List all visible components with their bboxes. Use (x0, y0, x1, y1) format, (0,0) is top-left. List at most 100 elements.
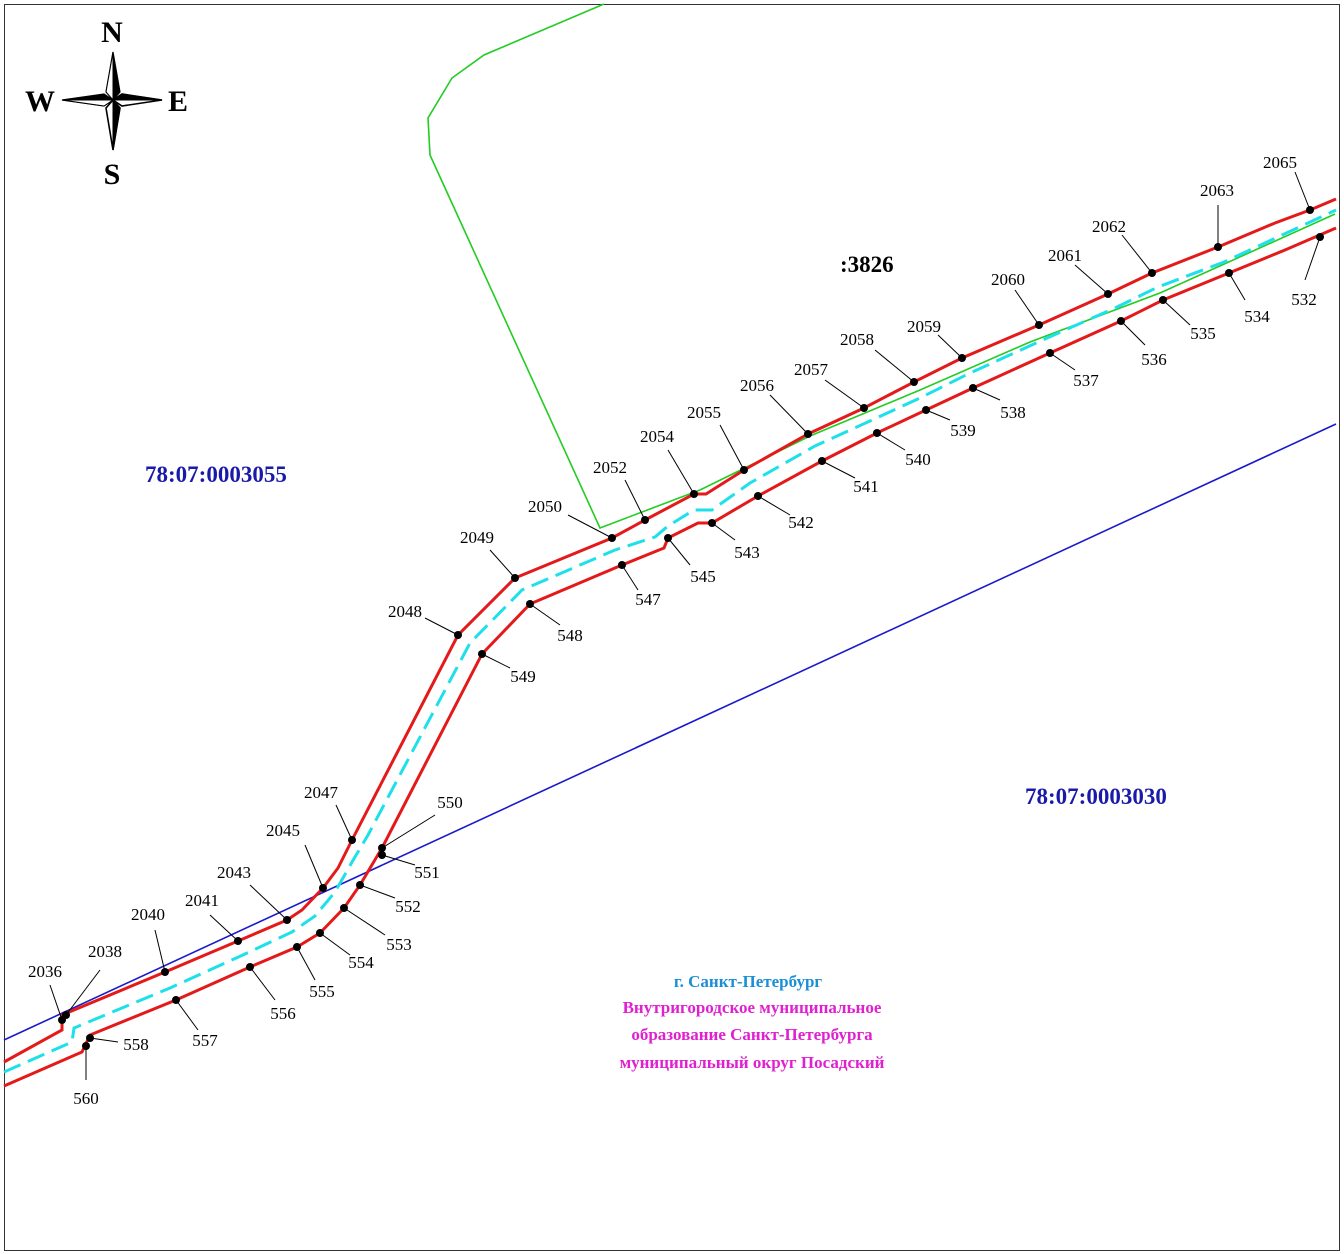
point-leader-534 (1228, 272, 1246, 301)
point-label-554: 554 (348, 953, 374, 972)
parcel-label-3826: :3826 (840, 252, 894, 277)
point-leader-2047 (335, 804, 353, 841)
compass-west-label: W (25, 85, 55, 118)
boundary-point-532 (1316, 233, 1324, 241)
point-leader-554 (319, 932, 351, 956)
boundary-point-549 (478, 650, 486, 658)
point-label-534: 534 (1244, 307, 1270, 326)
point-label-2036: 2036 (28, 962, 62, 981)
point-label-536: 536 (1141, 350, 1167, 369)
point-leader-541 (821, 460, 856, 479)
boundary-point-554 (316, 929, 324, 937)
point-label-551: 551 (414, 863, 440, 882)
point-label-2041: 2041 (185, 891, 219, 910)
boundary-point-543 (708, 519, 716, 527)
boundary-point-2048 (454, 631, 462, 639)
boundary-point-551 (378, 851, 386, 859)
point-label-535: 535 (1190, 324, 1216, 343)
point-label-558: 558 (123, 1035, 149, 1054)
point-leader-2048 (424, 617, 459, 636)
point-leader-2061 (1074, 264, 1109, 295)
boundary-point-2040 (161, 968, 169, 976)
point-leader-556 (249, 966, 276, 1001)
point-label-549: 549 (510, 667, 536, 686)
point-leader-2056 (769, 394, 809, 435)
axis-line-cyan (3, 208, 1337, 1074)
point-leader-540 (876, 432, 906, 451)
municipality-label-line3: муниципальный округ Посадский (620, 1053, 885, 1072)
boundary-point-541 (818, 457, 826, 465)
point-leader-555 (296, 946, 316, 981)
boundary-point-555 (293, 943, 301, 951)
point-label-2057: 2057 (794, 360, 829, 379)
boundary-point-550 (378, 844, 386, 852)
boundary-point-2058 (910, 378, 918, 386)
municipality-label-line1: Внутригородское муниципальное (623, 998, 882, 1017)
point-leader-2060 (1014, 289, 1040, 326)
point-leader-2036 (49, 984, 63, 1021)
point-label-537: 537 (1073, 371, 1099, 390)
point-leader-552 (359, 884, 396, 899)
compass-north-label: N (101, 16, 123, 49)
boundary-point-557 (172, 996, 180, 1004)
point-leader-2049 (489, 549, 516, 579)
point-label-556: 556 (270, 1004, 296, 1023)
point-leader-2054 (667, 449, 695, 495)
boundary-point-552 (356, 881, 364, 889)
point-label-2050: 2050 (528, 497, 562, 516)
compass-rose: N S W E (25, 16, 188, 191)
boundary-point-2060 (1035, 321, 1043, 329)
point-label-539: 539 (950, 421, 976, 440)
boundary-point-558 (86, 1034, 94, 1042)
point-leader-2045 (304, 844, 324, 889)
parcel-label-3030: 78:07:0003030 (1025, 784, 1167, 809)
point-label-2045: 2045 (266, 821, 300, 840)
red-boundary-lower (3, 226, 1337, 1088)
point-label-560: 560 (73, 1089, 99, 1108)
point-leader-2040 (154, 929, 166, 973)
point-leader-538 (972, 387, 1001, 401)
point-label-545: 545 (690, 567, 716, 586)
point-label-2056: 2056 (740, 376, 774, 395)
point-leader-545 (667, 537, 691, 566)
boundary-point-2045 (319, 884, 327, 892)
boundary-point-538 (969, 384, 977, 392)
boundary-point-2050 (608, 534, 616, 542)
point-label-550: 550 (437, 793, 463, 812)
boundary-point-2043 (283, 916, 291, 924)
boundary-point-2041 (234, 937, 242, 945)
point-label-2055: 2055 (687, 403, 721, 422)
boundary-point-2057 (860, 404, 868, 412)
point-label-2063: 2063 (1200, 181, 1234, 200)
point-label-2062: 2062 (1092, 217, 1126, 236)
point-label-2060: 2060 (991, 270, 1025, 289)
point-leader-2038 (65, 969, 101, 1016)
point-label-2061: 2061 (1048, 246, 1082, 265)
boundary-point-2049 (511, 574, 519, 582)
point-leader-2050 (567, 514, 613, 539)
point-leader-2058 (874, 349, 915, 383)
point-label-2065: 2065 (1263, 153, 1297, 172)
boundary-point-553 (340, 904, 348, 912)
point-leader-536 (1120, 320, 1146, 346)
point-label-542: 542 (788, 513, 814, 532)
boundary-point-2062 (1148, 269, 1156, 277)
boundary-point-2063 (1214, 243, 1222, 251)
point-leader-551 (381, 854, 416, 866)
point-label-2038: 2038 (88, 942, 122, 961)
point-leader-2041 (209, 914, 239, 942)
boundary-point-547 (618, 561, 626, 569)
point-leader-532 (1304, 236, 1321, 281)
boundary-point-542 (754, 492, 762, 500)
point-label-2040: 2040 (131, 905, 165, 924)
point-label-2054: 2054 (640, 427, 675, 446)
point-label-2058: 2058 (840, 330, 874, 349)
boundary-point-2065 (1306, 206, 1314, 214)
boundary-point-2055 (740, 466, 748, 474)
point-label-2052: 2052 (593, 458, 627, 477)
compass-east-label: E (168, 85, 188, 118)
point-leader-2052 (624, 479, 646, 521)
boundary-point-534 (1225, 269, 1233, 277)
boundary-point-540 (873, 429, 881, 437)
point-leader-2057 (824, 379, 865, 409)
